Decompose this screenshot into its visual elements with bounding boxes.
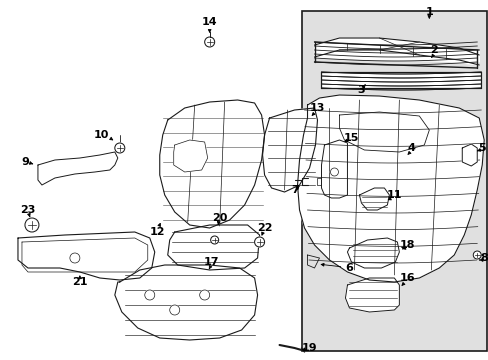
Polygon shape — [347, 238, 399, 268]
Polygon shape — [115, 265, 257, 340]
Text: 4: 4 — [407, 143, 414, 153]
Polygon shape — [18, 232, 154, 280]
Text: 15: 15 — [343, 133, 358, 143]
Text: 9: 9 — [21, 157, 29, 167]
Text: 19: 19 — [301, 343, 317, 353]
Bar — [301, 11, 486, 351]
Text: 8: 8 — [479, 253, 487, 263]
Polygon shape — [339, 112, 428, 152]
Text: 1: 1 — [425, 7, 432, 17]
Circle shape — [204, 37, 214, 47]
Text: 23: 23 — [20, 205, 36, 215]
Text: 6: 6 — [345, 263, 353, 273]
Circle shape — [115, 143, 124, 153]
Text: 20: 20 — [211, 213, 227, 223]
Text: 5: 5 — [477, 143, 485, 153]
Polygon shape — [173, 140, 207, 172]
Text: 10: 10 — [94, 130, 109, 140]
Text: 3: 3 — [357, 85, 365, 95]
Text: 11: 11 — [386, 190, 401, 200]
Polygon shape — [321, 72, 480, 88]
Circle shape — [254, 237, 264, 247]
Polygon shape — [321, 140, 347, 198]
Text: 16: 16 — [399, 273, 414, 283]
Text: 12: 12 — [150, 227, 165, 237]
Circle shape — [210, 236, 218, 244]
Polygon shape — [297, 95, 483, 282]
Circle shape — [472, 251, 480, 259]
Text: 22: 22 — [256, 223, 272, 233]
Polygon shape — [345, 278, 399, 312]
Circle shape — [25, 218, 39, 232]
Polygon shape — [38, 152, 118, 185]
Polygon shape — [314, 38, 478, 65]
Circle shape — [199, 290, 209, 300]
Polygon shape — [160, 100, 264, 228]
Polygon shape — [167, 225, 259, 270]
Text: 7: 7 — [291, 185, 299, 195]
Text: 13: 13 — [309, 103, 325, 113]
Polygon shape — [314, 42, 478, 62]
Circle shape — [144, 290, 154, 300]
Text: 18: 18 — [399, 240, 414, 250]
Text: 2: 2 — [429, 45, 437, 55]
Text: 17: 17 — [203, 257, 219, 267]
Circle shape — [70, 253, 80, 263]
Text: 21: 21 — [72, 277, 87, 287]
Circle shape — [169, 305, 180, 315]
Polygon shape — [461, 144, 476, 166]
Circle shape — [330, 168, 338, 176]
Text: 14: 14 — [202, 17, 217, 27]
Polygon shape — [262, 108, 317, 192]
Polygon shape — [359, 188, 388, 210]
